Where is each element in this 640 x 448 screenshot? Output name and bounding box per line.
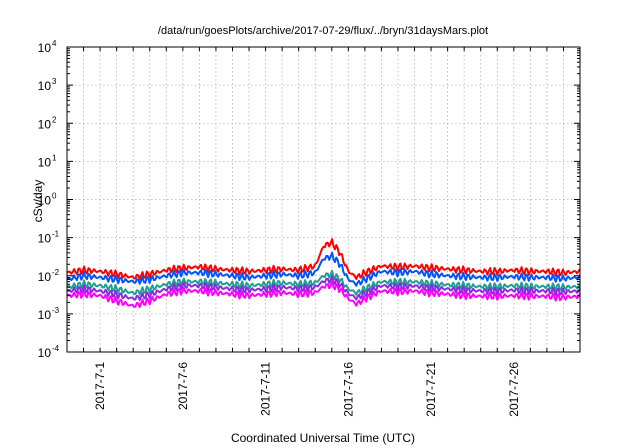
y-axis-label: cSv/day	[31, 180, 45, 223]
y-tick-exponent: 4	[52, 39, 57, 48]
y-tick-exponent: -2	[52, 268, 60, 277]
y-tick-label: 10	[38, 79, 52, 93]
series-line-magenta	[66, 280, 581, 309]
x-axis-label: Coordinated Universal Time (UTC)	[231, 431, 415, 445]
y-tick-label: 10	[38, 194, 52, 208]
y-tick-label: 10	[38, 232, 52, 246]
series-line-blue	[66, 251, 581, 287]
y-tick-exponent: -1	[52, 230, 60, 239]
x-tick-label: 2017-7-21	[424, 362, 438, 417]
series-line-teal	[66, 269, 581, 296]
x-tick-label: 2017-7-16	[341, 362, 355, 417]
y-tick-label: 10	[38, 155, 52, 169]
x-tick-label: 2017-7-11	[259, 362, 273, 416]
y-tick-exponent: 1	[52, 153, 57, 162]
x-tick-label: 2017-7-26	[507, 362, 521, 417]
y-tick-label: 10	[38, 346, 52, 360]
series-group	[66, 238, 581, 309]
y-tick-label: 10	[38, 270, 52, 284]
y-tick-label: 10	[38, 117, 52, 131]
x-tick-label: 2017-7-1	[93, 362, 107, 410]
chart-title: /data/run/goesPlots/archive/2017-07-29/f…	[158, 25, 488, 37]
series-line-purple	[66, 275, 581, 302]
y-tick-exponent: -4	[52, 344, 60, 353]
y-tick-label: 10	[38, 41, 52, 55]
y-tick-exponent: 0	[52, 192, 57, 201]
y-tick-exponent: -3	[52, 306, 60, 315]
y-tick-exponent: 3	[52, 77, 57, 86]
x-tick-label: 2017-7-6	[176, 362, 190, 410]
series-line-red	[66, 238, 581, 281]
y-tick-exponent: 2	[52, 115, 57, 124]
y-tick-label: 10	[38, 308, 52, 322]
grid	[67, 46, 580, 353]
